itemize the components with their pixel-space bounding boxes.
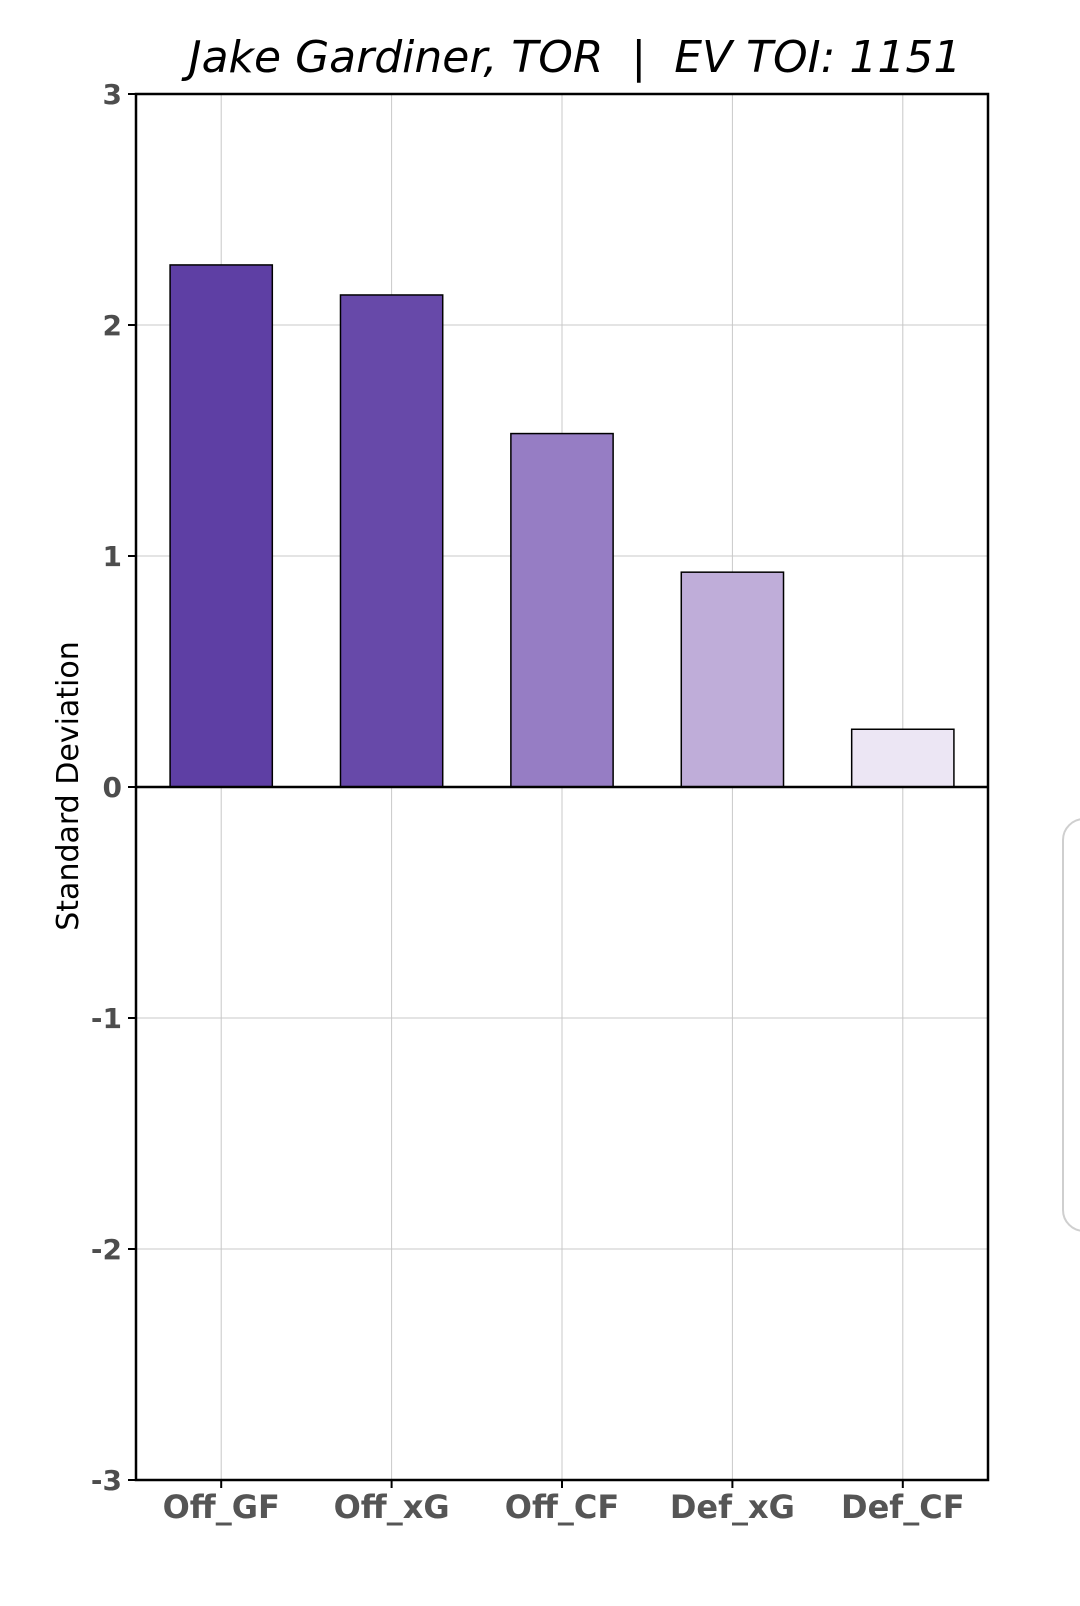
x-tick-label: Off_CF bbox=[505, 1488, 619, 1526]
x-tick-label: Def_CF bbox=[841, 1488, 965, 1526]
x-tick-label: Off_xG bbox=[334, 1488, 450, 1526]
bar-off-xg bbox=[339, 294, 444, 788]
y-tick-label: 3 bbox=[103, 78, 122, 111]
bar-series bbox=[169, 264, 955, 788]
y-tick-label: 1 bbox=[103, 540, 122, 573]
y-axis-ticks: 3 2 1 0 -1 -2 -3 bbox=[91, 78, 136, 1497]
y-tick-label: 2 bbox=[103, 309, 122, 342]
y-tick-label: -2 bbox=[91, 1233, 122, 1266]
bar-off-gf bbox=[169, 264, 274, 788]
y-tick-label: -1 bbox=[91, 1002, 122, 1035]
y-tick-label: -3 bbox=[91, 1464, 122, 1497]
bar-def-xg bbox=[680, 571, 785, 788]
y-tick-label: 0 bbox=[103, 771, 122, 804]
x-axis-ticks: Off_GF Off_xG Off_CF Def_xG Def_CF bbox=[163, 1480, 965, 1526]
bar-def-cf bbox=[850, 728, 955, 788]
bar-off-cf bbox=[510, 432, 614, 788]
chart-title: Jake Gardiner, TOR | EV TOI: 1151 bbox=[181, 32, 962, 83]
y-axis-label: Standard Deviation bbox=[51, 641, 86, 931]
x-tick-label: Def_xG bbox=[670, 1488, 795, 1526]
side-panel-edge[interactable] bbox=[1062, 818, 1080, 1232]
x-tick-label: Off_GF bbox=[163, 1488, 280, 1526]
